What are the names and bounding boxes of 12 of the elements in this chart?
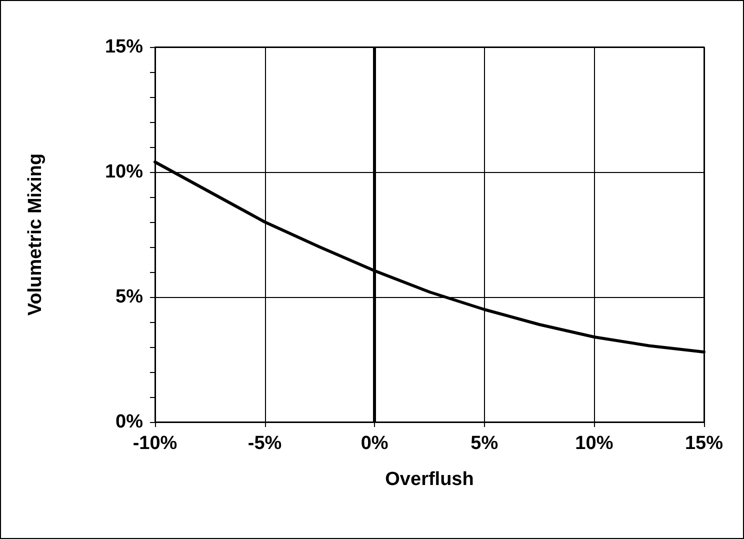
- y-tick-label: 15%: [104, 36, 144, 58]
- x-tick-label: -10%: [132, 433, 178, 454]
- x-axis-title: Overflush: [385, 469, 474, 490]
- y-tick-label: 5%: [116, 286, 144, 308]
- x-tick-label: 15%: [684, 433, 724, 454]
- y-tick-label: 10%: [104, 162, 144, 182]
- y-axis-title: Volumetric Mixing: [25, 153, 46, 316]
- x-tick-label: 10%: [575, 433, 614, 454]
- x-tick-label: -5%: [248, 433, 282, 454]
- y-tick-label: 0%: [116, 412, 144, 432]
- x-tick-label: 0%: [360, 433, 388, 454]
- x-tick-label: 5%: [470, 433, 498, 454]
